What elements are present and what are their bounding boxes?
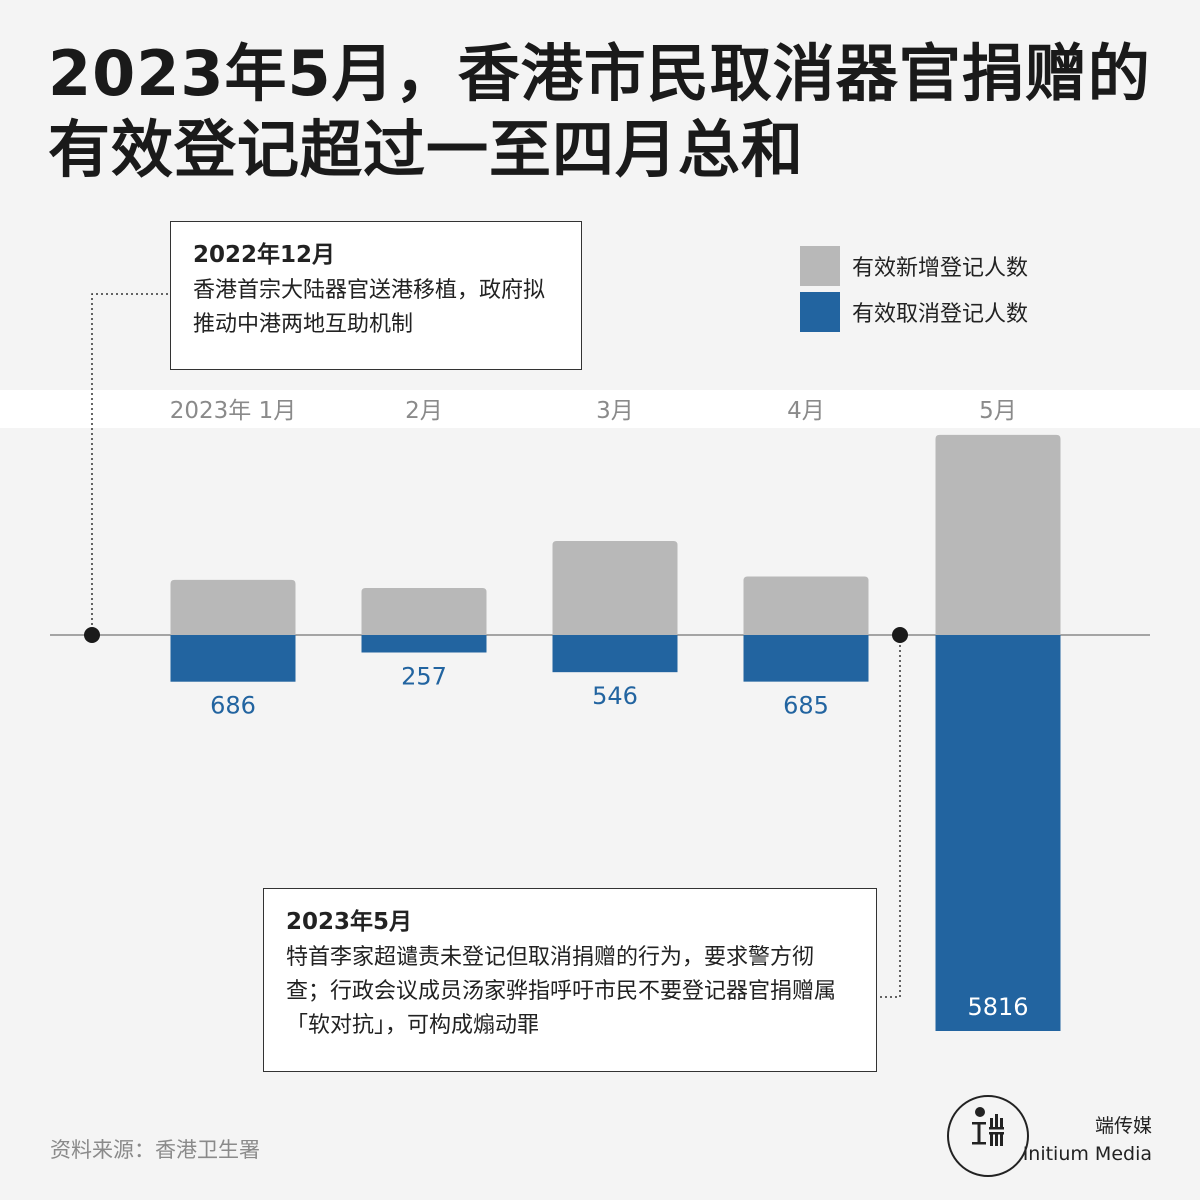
marker-dot-may-2023 xyxy=(892,627,908,643)
month-label-2: 2月 xyxy=(405,398,443,424)
bar-new-4 xyxy=(743,576,869,635)
legend-label-new: 有效新增登记人数 xyxy=(852,256,1029,281)
chart-title: 2023年5月，香港市民取消器官捐赠的有效登记超过一至四月总和 xyxy=(48,37,1151,186)
legend-swatch-cancel xyxy=(800,292,840,332)
bar-new-5 xyxy=(935,434,1061,635)
annotation-dec-2022-text: 香港首宗大陆器官送港移植，政府拟推动中港两地互助机制 xyxy=(193,278,546,337)
month-label-5: 5月 xyxy=(979,398,1017,424)
month-label-4: 4月 xyxy=(787,398,825,424)
bar-cancel-1 xyxy=(170,635,296,682)
month-label-1: 2023年 1月 xyxy=(170,398,296,424)
legend: 有效新增登记人数 有效取消登记人数 xyxy=(800,246,1028,338)
annotation-connectors xyxy=(91,293,901,998)
legend-swatch-new xyxy=(800,246,840,286)
legend-item-new: 有效新增登记人数 xyxy=(800,246,1028,286)
data-label-5: 5816 xyxy=(967,993,1028,1021)
annotation-may-2023-date: 2023年5月 xyxy=(286,909,413,935)
data-label-2: 257 xyxy=(401,662,447,690)
month-label-3: 3月 xyxy=(596,398,634,424)
brand-name-en: Initium Media xyxy=(1022,1143,1152,1165)
bar-cancel-2 xyxy=(361,635,487,653)
marker-dot-dec-2022 xyxy=(84,627,100,643)
source-note: 资料来源：香港卫生署 xyxy=(50,1138,260,1162)
month-label-band xyxy=(0,390,1200,428)
legend-item-cancel: 有效取消登记人数 xyxy=(800,292,1028,332)
data-label-1: 686 xyxy=(210,692,256,720)
annotation-dec-2022: 2022年12月 香港首宗大陆器官送港移植，政府拟推动中港两地互助机制 xyxy=(170,221,582,370)
connector-dec-2022 xyxy=(91,293,170,635)
bar-group xyxy=(170,434,1061,1031)
annotation-dec-2022-date: 2022年12月 xyxy=(193,242,336,268)
brand-name-cn: 端传媒 xyxy=(1094,1115,1152,1137)
initium-logo-icon xyxy=(947,1095,1029,1177)
annotation-may-2023-text: 特首李家超谴责未登记但取消捐赠的行为，要求警方彻查；行政会议成员汤家骅指呼吁市民… xyxy=(286,945,837,1038)
annotation-may-2023: 2023年5月 特首李家超谴责未登记但取消捐赠的行为，要求警方彻查；行政会议成员… xyxy=(263,888,877,1072)
bar-cancel-4 xyxy=(743,635,869,682)
bar-new-1 xyxy=(170,579,296,635)
label-group: 2023年 1月 686 2月 257 3月 546 4月 685 5月 5816 xyxy=(84,398,1029,1021)
data-label-4: 685 xyxy=(783,692,829,720)
bar-new-2 xyxy=(361,588,487,635)
data-label-3: 546 xyxy=(592,682,638,710)
connector-may-2023 xyxy=(877,635,901,998)
legend-label-cancel: 有效取消登记人数 xyxy=(852,302,1029,327)
bar-cancel-3 xyxy=(552,635,678,673)
bar-new-3 xyxy=(552,541,678,635)
brand-name: 端传媒 Initium Media xyxy=(1023,1112,1152,1168)
bar-cancel-5 xyxy=(935,635,1061,1031)
